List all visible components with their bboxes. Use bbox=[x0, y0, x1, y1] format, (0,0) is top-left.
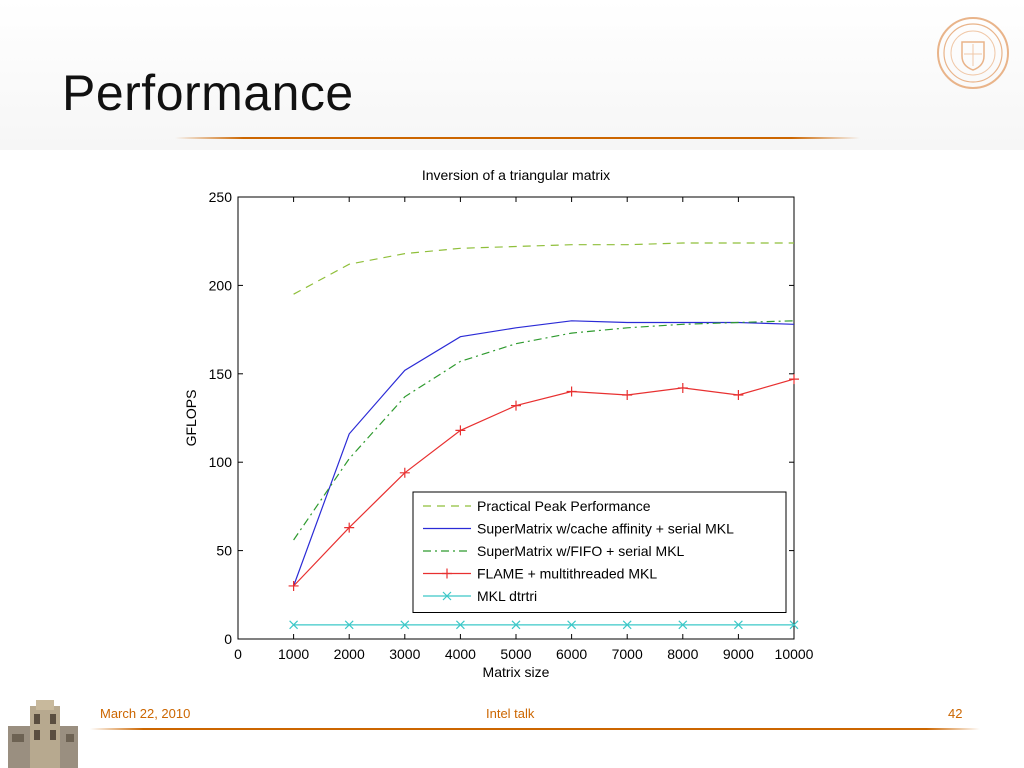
chart: Inversion of a triangular matrix 0 1000 20… bbox=[180, 160, 820, 685]
data-point bbox=[288, 580, 299, 591]
data-point bbox=[622, 390, 633, 401]
data-point bbox=[344, 522, 355, 533]
series-layer bbox=[288, 242, 799, 630]
data-point bbox=[789, 620, 799, 630]
data-point bbox=[511, 620, 521, 630]
y-tick-label: 0 bbox=[224, 631, 232, 647]
y-tick-label: 100 bbox=[209, 454, 233, 470]
data-point bbox=[511, 400, 521, 411]
y-tick-label: 250 bbox=[209, 189, 233, 205]
x-tick-label: 0 bbox=[234, 646, 242, 662]
legend-box bbox=[412, 491, 787, 613]
legend-label: FLAME + multithreaded MKL bbox=[477, 566, 657, 582]
chart-title: Inversion of a triangular matrix bbox=[422, 167, 610, 183]
data-point bbox=[399, 467, 410, 478]
x-tick-label: 5000 bbox=[500, 646, 531, 662]
series-flame bbox=[288, 374, 799, 591]
data-point bbox=[789, 374, 799, 385]
footer-center-text: Intel talk bbox=[486, 706, 535, 721]
legend-entry: SuperMatrix w/FIFO + serial MKL bbox=[423, 543, 685, 559]
footer-divider bbox=[90, 728, 980, 730]
y-tick-label: 200 bbox=[209, 277, 233, 293]
data-point bbox=[566, 386, 577, 397]
x-axis-label: Matrix size bbox=[483, 664, 550, 680]
footer-date: March 22, 2010 bbox=[100, 706, 191, 721]
data-point bbox=[455, 425, 466, 436]
data-point bbox=[677, 382, 688, 393]
university-seal-icon bbox=[937, 17, 1009, 89]
legend-entry: MKL dtrtri bbox=[423, 588, 537, 604]
title-divider bbox=[175, 137, 860, 139]
legend-entry: Practical Peak Performance bbox=[423, 498, 651, 514]
x-tick-label: 6000 bbox=[556, 646, 587, 662]
legend-label: SuperMatrix w/cache affinity + serial MK… bbox=[477, 521, 734, 537]
legend: Practical Peak Performance SuperMatrix w/… bbox=[412, 491, 787, 613]
data-point bbox=[678, 620, 688, 630]
data-point bbox=[289, 620, 299, 630]
x-tick-label: 9000 bbox=[723, 646, 754, 662]
y-axis-label: GFLOPS bbox=[183, 390, 199, 447]
title-band bbox=[0, 0, 1024, 150]
series-peak bbox=[293, 242, 794, 295]
y-tick-label: 150 bbox=[209, 366, 233, 382]
line-chart: Inversion of a triangular matrix 0 1000 20… bbox=[183, 167, 814, 680]
x-tick-label: 4000 bbox=[445, 646, 476, 662]
legend-marker bbox=[442, 591, 452, 601]
tower-image-icon bbox=[0, 700, 95, 768]
slide-title: Performance bbox=[62, 65, 354, 121]
legend-entry: FLAME + multithreaded MKL bbox=[423, 566, 657, 582]
legend-label: Practical Peak Performance bbox=[477, 498, 651, 514]
data-point bbox=[400, 620, 410, 630]
data-point bbox=[344, 620, 354, 630]
series-line bbox=[293, 320, 795, 587]
data-point bbox=[622, 620, 632, 630]
legend-label: MKL dtrtri bbox=[477, 588, 537, 604]
legend-label: SuperMatrix w/FIFO + serial MKL bbox=[477, 543, 685, 559]
x-tick-label: 1000 bbox=[278, 646, 309, 662]
legend-entry: SuperMatrix w/cache affinity + serial MK… bbox=[423, 521, 734, 537]
x-tick-label: 7000 bbox=[612, 646, 643, 662]
x-tick-label: 2000 bbox=[334, 646, 365, 662]
series-line bbox=[293, 242, 794, 295]
series-line bbox=[293, 378, 795, 587]
series-cache-affinity bbox=[293, 320, 795, 587]
data-point bbox=[733, 390, 744, 401]
data-point bbox=[455, 620, 465, 630]
series-mkl-dtrtri bbox=[289, 620, 799, 630]
x-tick-label: 3000 bbox=[389, 646, 420, 662]
page-number: 42 bbox=[948, 706, 963, 721]
x-tick-label: 10000 bbox=[775, 646, 814, 662]
axis-ticks: 0 1000 2000 3000 4000 5000 6000 7000 8000 9000 100… bbox=[209, 189, 814, 662]
data-point bbox=[567, 620, 577, 630]
y-tick-label: 50 bbox=[216, 543, 232, 559]
data-point bbox=[733, 620, 743, 630]
legend-marker bbox=[442, 568, 452, 579]
x-tick-label: 8000 bbox=[667, 646, 698, 662]
